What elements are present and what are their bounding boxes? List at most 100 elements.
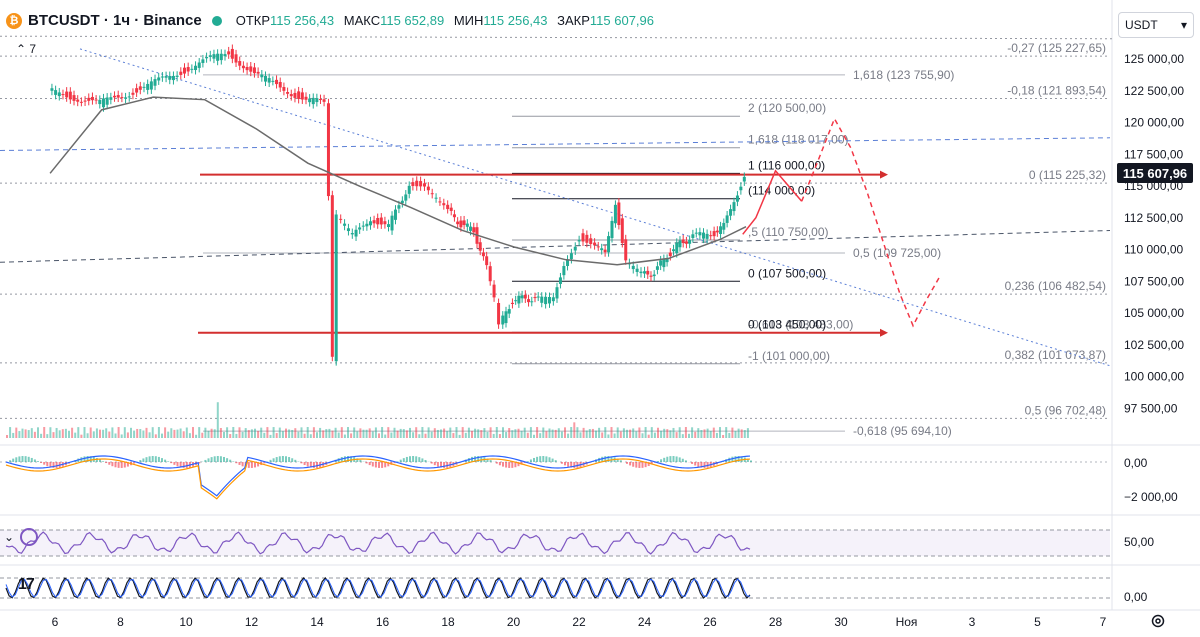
macd-histogram-bar — [378, 462, 380, 468]
volume-bar — [117, 427, 120, 438]
volume-bar — [598, 427, 601, 438]
currency-selector[interactable]: USDT ▾ — [1118, 12, 1194, 38]
macd-histogram-bar — [666, 456, 669, 462]
fib-level-label: -0,18 (121 893,54) — [1007, 83, 1106, 97]
macd-histogram-bar — [446, 462, 449, 468]
volume-bar — [9, 427, 12, 438]
candle-body — [655, 266, 659, 270]
volume-bar — [691, 427, 694, 438]
macd-histogram-bar — [43, 462, 46, 465]
volume-bar — [533, 434, 535, 438]
candle-body — [300, 92, 304, 100]
volume-bar — [58, 430, 61, 438]
symbol-title[interactable]: BTCUSDT · 1ч · Binance — [28, 12, 202, 29]
chevron-down-icon[interactable]: ⌄ — [4, 530, 15, 544]
macd-histogram-bar — [139, 460, 142, 462]
tradingview-logo-icon: 17 — [18, 576, 35, 593]
circle-icon[interactable] — [20, 528, 39, 546]
candle-body — [681, 239, 685, 244]
candle-body — [326, 103, 330, 197]
fib-level-label: 0,236 (106 482,54) — [1005, 279, 1106, 293]
volume-bar — [136, 428, 139, 438]
volume-bar — [746, 428, 749, 438]
candle-body — [569, 253, 573, 260]
volume-bar — [151, 427, 154, 438]
macd-histogram-bar — [213, 456, 216, 462]
y-tick-label: 120 000,00 — [1124, 116, 1184, 130]
macd-histogram-bar — [604, 456, 607, 462]
volume-bar — [99, 429, 101, 438]
candle-body — [712, 231, 716, 237]
volume-bar — [92, 431, 95, 438]
volume-bar — [300, 427, 303, 438]
macd-histogram-bar — [657, 460, 659, 462]
candle-body — [343, 223, 347, 226]
candle-body — [54, 90, 58, 95]
macd-histogram-bar — [247, 462, 250, 468]
volume-bar — [266, 427, 269, 438]
volume-bar — [579, 432, 582, 438]
indicators-toggle[interactable]: ⌃ 7 — [16, 42, 37, 56]
macd-histogram-bar — [430, 462, 433, 464]
volume-bar — [474, 428, 477, 438]
x-tick-label: 24 — [638, 615, 652, 629]
macd-histogram-bar — [564, 462, 566, 466]
chart-header: ₿ BTCUSDT · 1ч · Binance ОТКР115 256,43 … — [6, 12, 660, 29]
macd-histogram-bar — [347, 456, 349, 462]
candle-body — [555, 287, 559, 299]
candle-body — [304, 96, 308, 100]
candle-body — [422, 183, 426, 187]
volume-bar — [18, 431, 21, 438]
candle-body — [481, 252, 485, 257]
volume-bar — [235, 433, 238, 438]
fib-right-label: -1 (101 000,00) — [748, 349, 830, 363]
volume-bar — [133, 430, 136, 438]
volume-bar — [89, 427, 92, 438]
candle-body — [742, 176, 746, 182]
candle-body — [182, 67, 186, 74]
candle-body — [485, 256, 489, 266]
settings-gear-icon[interactable] — [1150, 613, 1166, 629]
macd-histogram-bar — [381, 462, 384, 468]
macd-histogram-bar — [309, 462, 312, 468]
candle-body — [652, 274, 656, 277]
macd-histogram-bar — [176, 462, 179, 467]
signal-line — [5, 458, 751, 500]
fib-level-label: -0,27 (125 227,65) — [1007, 41, 1106, 55]
macd-histogram-bar — [573, 462, 576, 468]
candle-body — [456, 221, 460, 225]
macd-histogram-bar — [117, 462, 120, 468]
macd-histogram-bar — [641, 462, 644, 468]
macd-histogram-bar — [508, 462, 511, 468]
volume-bar — [409, 427, 411, 438]
volume-bar — [421, 427, 424, 438]
macd-histogram-bar — [182, 462, 185, 468]
macd-histogram-bar — [343, 456, 346, 462]
volume-bar — [595, 430, 597, 438]
candle-body — [205, 57, 209, 59]
candle-body — [735, 195, 739, 202]
macd-histogram-bar — [703, 462, 706, 468]
volume-bar — [728, 432, 731, 438]
volume-bar — [502, 427, 504, 438]
macd-histogram-bar — [691, 462, 694, 464]
volume-bar — [232, 427, 235, 438]
volume-bar — [238, 427, 241, 438]
candle-body — [478, 242, 482, 251]
candle-body — [372, 220, 376, 224]
volume-bar — [303, 433, 306, 438]
macd-histogram-bar — [170, 462, 173, 464]
x-tick-label: 6 — [52, 615, 59, 629]
candle-body — [61, 94, 65, 96]
volume-bar — [520, 430, 523, 438]
macd-histogram-bar — [495, 462, 498, 464]
volume-bar — [616, 427, 619, 438]
volume-bar — [139, 429, 142, 438]
candle-body — [105, 97, 109, 105]
candle-body — [171, 75, 175, 81]
fib-right-label: ,5 (110 750,00) — [748, 225, 829, 239]
volume-bar — [294, 428, 297, 438]
candle-body — [530, 301, 534, 303]
candle-body — [523, 294, 527, 299]
